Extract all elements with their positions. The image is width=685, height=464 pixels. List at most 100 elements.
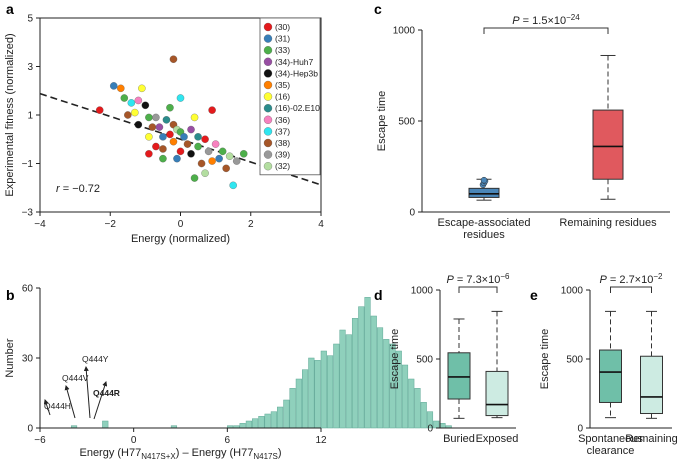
- scatter-point: [215, 154, 223, 163]
- histogram-bar: [320, 350, 327, 429]
- scatter-point: [169, 137, 178, 146]
- histogram-bar: [295, 378, 302, 429]
- y-axis-label: Escape time: [389, 329, 401, 390]
- scatter-point: [222, 164, 230, 173]
- y-tick-label: 30: [22, 354, 34, 365]
- scatter-point: [159, 154, 167, 163]
- scatter-point: [169, 55, 178, 63]
- legend-marker: [263, 92, 273, 101]
- scatter-point: [180, 133, 188, 141]
- histogram-bar: [389, 343, 396, 429]
- legend-label: (35): [275, 80, 290, 90]
- histogram-bar: [289, 388, 296, 429]
- x-tick-label: 6: [225, 435, 231, 446]
- category-label: residues: [463, 229, 505, 241]
- histogram-bar: [333, 343, 340, 429]
- p-value-label: P = 2.7×10−2: [600, 272, 664, 286]
- histogram-bar: [364, 297, 371, 429]
- scatter-point: [190, 113, 199, 122]
- y-tick-label: −1: [22, 159, 34, 170]
- scatter-point: [148, 123, 157, 131]
- histogram-bar: [308, 357, 315, 429]
- legend-label: (32): [275, 161, 290, 171]
- x-tick-label: −2: [105, 219, 117, 230]
- x-axis-label: Energy (H77N417S+X) – Energy (H77N417S): [79, 447, 281, 461]
- scatter-point: [232, 157, 241, 165]
- y-tick-label: 500: [416, 355, 433, 366]
- box: [485, 370, 509, 417]
- scatter-point: [141, 101, 150, 110]
- legend-marker: [263, 34, 273, 43]
- y-tick-label: 0: [427, 424, 433, 435]
- histogram-bar: [426, 411, 434, 429]
- scatter-point: [176, 147, 185, 156]
- histogram-bar: [302, 369, 309, 429]
- category-label: clearance: [587, 445, 635, 457]
- legend-marker: [263, 46, 273, 55]
- scatter-point: [131, 108, 139, 117]
- histogram-bar: [326, 355, 334, 429]
- scatter-point: [152, 142, 160, 151]
- scatter-point: [166, 130, 174, 139]
- histogram-bar: [370, 315, 377, 429]
- y-tick-label: 3: [27, 62, 33, 73]
- significance-bracket: [610, 286, 652, 293]
- category-label: Remaining residues: [559, 217, 657, 229]
- scatter-point: [159, 145, 167, 153]
- y-tick-label: 1000: [411, 286, 434, 297]
- histogram-bar: [358, 306, 365, 429]
- mutation-arrow: [64, 385, 76, 419]
- scatter-point: [110, 82, 118, 90]
- scatter-point: [201, 169, 209, 177]
- scatter-point: [187, 125, 195, 134]
- histogram-bar: [420, 402, 427, 429]
- scatter-point: [211, 140, 220, 148]
- legend-marker: [263, 127, 273, 136]
- scatter-point: [218, 147, 227, 156]
- histogram-bar: [383, 339, 390, 429]
- histogram-bar: [258, 416, 265, 429]
- category-label: Spontaneous: [578, 433, 643, 445]
- box: [640, 355, 663, 415]
- histogram-bar: [270, 411, 277, 429]
- legend-marker: [263, 104, 273, 113]
- panel-label: c: [374, 1, 382, 17]
- scatter-point: [183, 140, 192, 148]
- y-axis-label: Number: [4, 338, 16, 377]
- legend-marker: [263, 69, 273, 78]
- legend-marker: [263, 150, 273, 159]
- scatter-point: [166, 103, 174, 112]
- y-tick-label: −3: [22, 208, 34, 219]
- y-tick-label: 500: [398, 117, 415, 128]
- legend-marker: [263, 162, 273, 171]
- histogram-bar: [376, 327, 384, 429]
- scatter-point: [145, 133, 153, 141]
- histogram-bar: [102, 420, 109, 429]
- scatter-point: [239, 150, 248, 158]
- y-tick-label: 60: [22, 284, 34, 295]
- scatter-point: [208, 157, 216, 165]
- panel-label: d: [374, 287, 383, 303]
- y-tick-label: 1: [27, 111, 33, 122]
- legend-marker: [263, 138, 273, 148]
- mutation-arrow: [83, 366, 91, 419]
- y-tick-label: 1000: [393, 26, 416, 37]
- histogram-bar: [245, 420, 252, 429]
- scatter-point: [138, 84, 146, 93]
- y-tick-label: 0: [409, 208, 415, 219]
- histogram-bar: [351, 318, 359, 429]
- scatter-point: [155, 123, 164, 131]
- x-tick-label: 4: [318, 219, 324, 230]
- histogram-bar: [414, 388, 421, 429]
- y-axis-label: Escape time: [376, 91, 388, 152]
- histogram-bar: [264, 413, 271, 429]
- scatter-point: [201, 135, 209, 143]
- panel-a: a −4 −2 0 2 4 5 3 1 −1 −3 Energy (normalized) Experi…: [4, 1, 324, 245]
- legend-label: (38): [275, 138, 290, 148]
- legend-label: (33): [275, 45, 290, 55]
- scatter-point: [197, 159, 206, 168]
- scatter-point: [194, 133, 202, 141]
- histogram-bar: [252, 418, 259, 429]
